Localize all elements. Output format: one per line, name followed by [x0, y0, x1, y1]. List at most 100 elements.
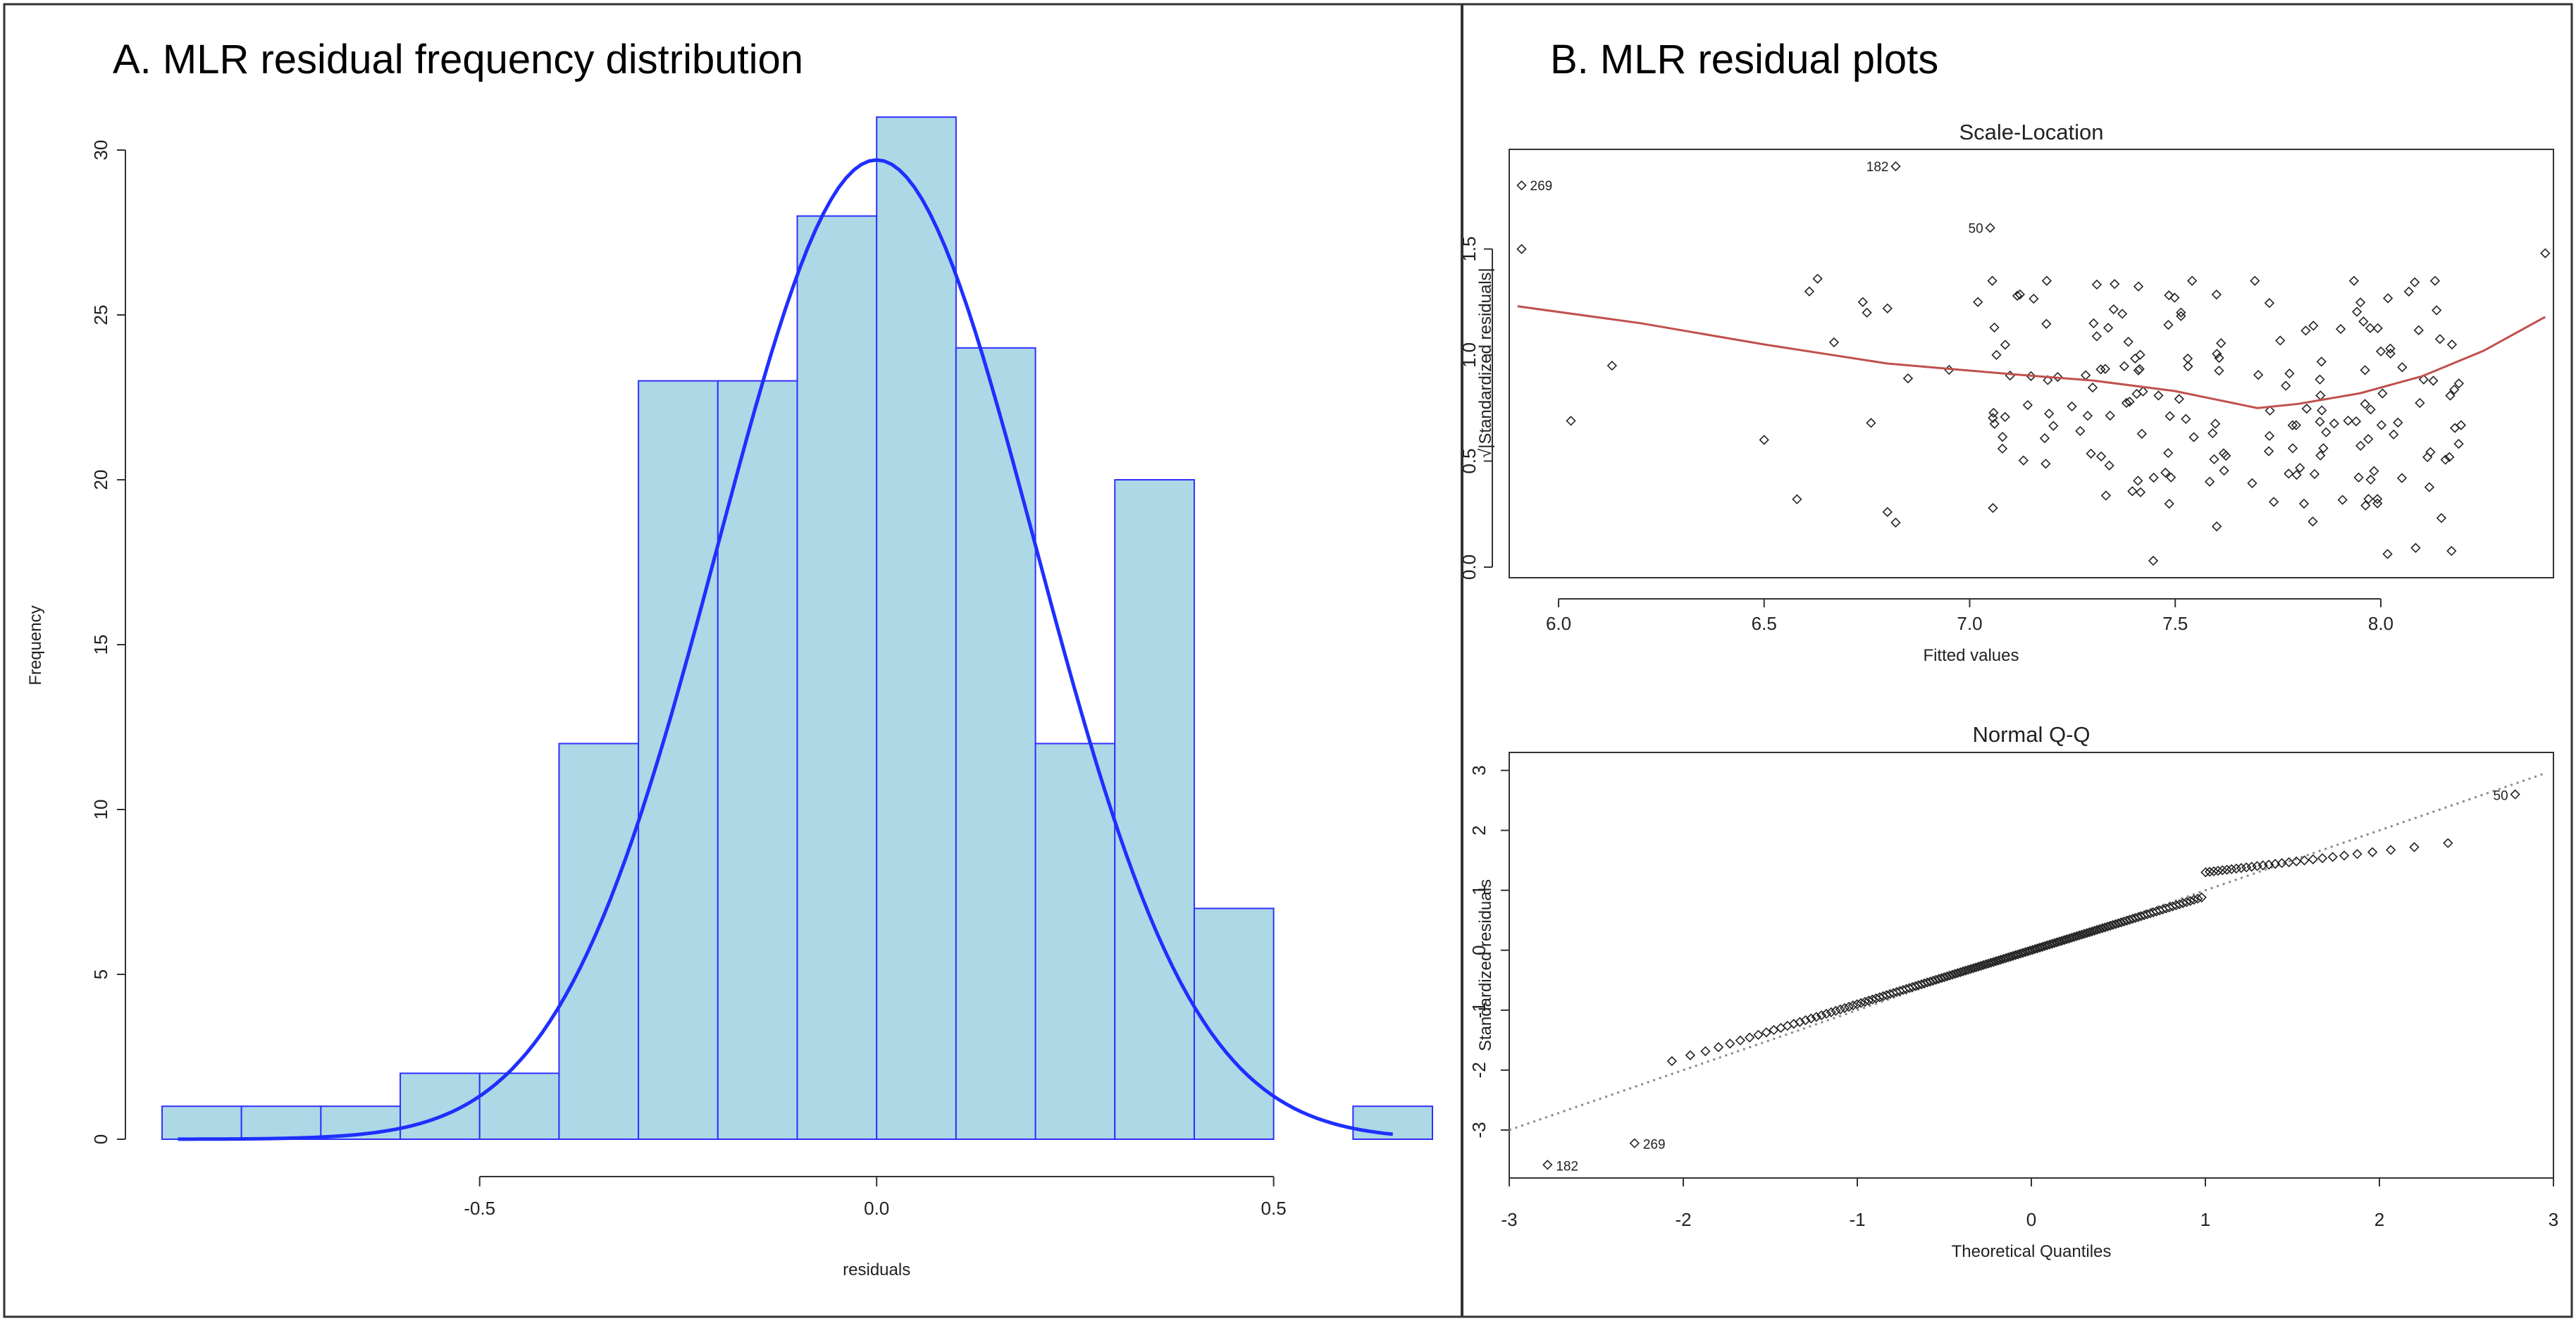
scatter-point	[2094, 924, 2105, 934]
histogram-bar	[717, 380, 798, 1140]
y-tick-label: 0.0	[1459, 554, 1480, 580]
y-tick-label: 1	[1468, 885, 1490, 895]
scatter-point	[2308, 854, 2318, 864]
scatter-point	[2386, 845, 2396, 855]
scatter-point	[2039, 941, 2050, 951]
scatter-point	[1812, 273, 1823, 284]
scatter-point	[2041, 459, 2051, 469]
y-tick-label: 5	[90, 969, 111, 979]
scatter-point	[2367, 847, 2378, 857]
histogram-bar	[400, 1072, 481, 1141]
scatter-point	[2117, 309, 2128, 319]
scatter-point	[2222, 864, 2232, 875]
point-labels: 269 182 50	[1516, 160, 1995, 236]
scatter-point	[1987, 275, 1998, 286]
histogram-bar	[161, 1105, 242, 1140]
scatter-point	[2043, 375, 2053, 385]
plot-title: Normal Q-Q	[1972, 722, 2090, 747]
scatter-point	[2376, 420, 2387, 430]
scatter-point	[2372, 498, 2383, 509]
scatter-point	[2048, 421, 2059, 431]
y-axis-label: Frequency	[26, 605, 45, 685]
scatter-point	[1864, 996, 1874, 1006]
scatter-point	[2207, 428, 2218, 439]
scatter-point	[1753, 1029, 1764, 1040]
scatter-point	[1859, 996, 1870, 1007]
scatter-point	[2211, 521, 2222, 532]
scatter-point	[2107, 919, 2119, 930]
scatter-point	[1867, 994, 1878, 1005]
scatter-point	[1955, 967, 1966, 978]
scatter-point	[2253, 369, 2264, 380]
scatter-point	[2444, 452, 2455, 462]
scatter-point	[2321, 427, 2332, 438]
scatter-point	[2163, 447, 2174, 459]
x-tick-label: -1	[1849, 1209, 1865, 1230]
scatter-point	[2425, 447, 2436, 457]
scatter-point	[2188, 432, 2199, 442]
scatter-point	[2160, 467, 2171, 478]
x-tick-label: -0.5	[464, 1198, 495, 1219]
scatter-point	[2298, 498, 2310, 509]
scatter-point	[2211, 289, 2222, 300]
scatter-point	[2422, 452, 2433, 463]
scatter-point	[2193, 893, 2203, 904]
scatter-point	[2299, 855, 2310, 866]
scatter-point	[1866, 418, 1876, 428]
scatter-point	[2221, 450, 2231, 461]
y-tick-label: 15	[90, 635, 111, 655]
scatter-point	[2396, 473, 2408, 483]
scatter-point	[2453, 378, 2464, 389]
scatter-point	[2043, 408, 2055, 419]
scatter-point	[2291, 856, 2302, 867]
x-tick-label: 0.0	[864, 1198, 889, 1219]
scatter-point	[2456, 420, 2467, 430]
scatter-point	[2291, 420, 2301, 430]
scatter-point	[2022, 946, 2033, 957]
scatter-point	[2010, 950, 2021, 960]
scatter-point	[2355, 297, 2366, 308]
scatter-point	[1792, 494, 1802, 504]
plot-title: Scale-Location	[1959, 120, 2103, 144]
scatter-point	[2315, 416, 2325, 427]
histogram-bar	[558, 743, 640, 1140]
scatter-point	[2353, 472, 2364, 483]
scatter-point	[1890, 517, 1901, 528]
scatter-point	[2074, 930, 2085, 941]
scatter-point	[2365, 404, 2376, 415]
scatter-point	[1933, 974, 1944, 984]
scatter-point	[2227, 864, 2237, 874]
scatter-point	[2163, 319, 2174, 330]
scatter-point	[2236, 862, 2247, 874]
scatter-point	[2431, 305, 2442, 316]
scatter-points	[1516, 244, 2551, 566]
histogram-bar	[1193, 907, 1275, 1141]
scatter-point	[2097, 923, 2107, 934]
scatter-point	[2318, 442, 2329, 454]
scatter-point	[2032, 943, 2043, 954]
scatter-point	[1804, 286, 1815, 297]
y-ticks: 0.0 0.5 1.0 1.5	[1459, 236, 1493, 580]
scatter-point	[2204, 867, 2215, 877]
y-tick-label: 0	[90, 1134, 111, 1144]
scatter-point	[2067, 932, 2077, 943]
scatter-point	[2182, 353, 2193, 364]
scatter-point	[2268, 497, 2279, 507]
scatter-point	[2410, 542, 2421, 553]
scatter-point	[1713, 1042, 1724, 1053]
scatter-point	[1919, 978, 1930, 988]
scatter-point	[2086, 926, 2098, 937]
scatter-point	[1811, 1012, 1821, 1022]
scatter-point	[1989, 418, 2000, 429]
scatter-point	[2287, 443, 2298, 454]
scatter-point	[2022, 399, 2033, 411]
scatter-point	[1890, 161, 1901, 172]
scatter-point	[1957, 966, 1969, 976]
scatter-point	[2052, 937, 2062, 948]
scatter-point	[1963, 965, 1974, 975]
scatter-point	[2284, 857, 2294, 867]
scatter-point	[2164, 290, 2174, 301]
point-label: 269	[1530, 179, 1553, 194]
scatter-point	[2445, 390, 2456, 401]
